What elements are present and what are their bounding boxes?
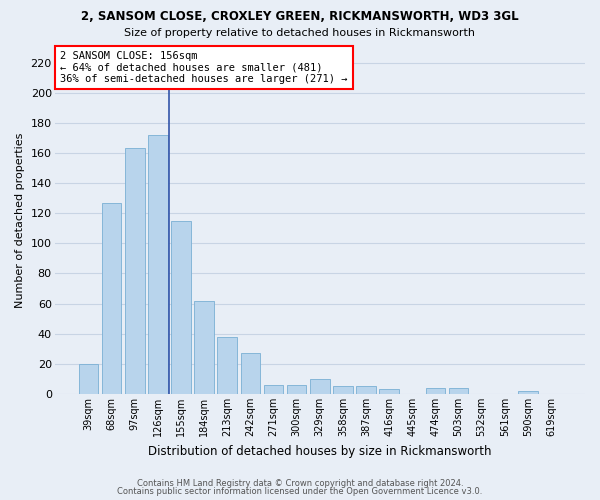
- Text: 2, SANSOM CLOSE, CROXLEY GREEN, RICKMANSWORTH, WD3 3GL: 2, SANSOM CLOSE, CROXLEY GREEN, RICKMANS…: [81, 10, 519, 23]
- Bar: [102, 202, 121, 394]
- Bar: [264, 385, 283, 394]
- Bar: [79, 364, 98, 394]
- Y-axis label: Number of detached properties: Number of detached properties: [15, 133, 25, 308]
- Bar: [356, 386, 376, 394]
- Bar: [310, 379, 329, 394]
- Bar: [148, 135, 168, 394]
- Bar: [287, 385, 307, 394]
- Bar: [241, 354, 260, 394]
- Bar: [194, 300, 214, 394]
- Bar: [425, 388, 445, 394]
- Bar: [449, 388, 469, 394]
- Bar: [125, 148, 145, 394]
- Bar: [379, 390, 399, 394]
- Bar: [171, 221, 191, 394]
- Text: Size of property relative to detached houses in Rickmansworth: Size of property relative to detached ho…: [125, 28, 476, 38]
- X-axis label: Distribution of detached houses by size in Rickmansworth: Distribution of detached houses by size …: [148, 444, 491, 458]
- Text: 2 SANSOM CLOSE: 156sqm
← 64% of detached houses are smaller (481)
36% of semi-de: 2 SANSOM CLOSE: 156sqm ← 64% of detached…: [60, 51, 347, 84]
- Bar: [518, 391, 538, 394]
- Text: Contains public sector information licensed under the Open Government Licence v3: Contains public sector information licen…: [118, 487, 482, 496]
- Text: Contains HM Land Registry data © Crown copyright and database right 2024.: Contains HM Land Registry data © Crown c…: [137, 478, 463, 488]
- Bar: [217, 337, 237, 394]
- Bar: [333, 386, 353, 394]
